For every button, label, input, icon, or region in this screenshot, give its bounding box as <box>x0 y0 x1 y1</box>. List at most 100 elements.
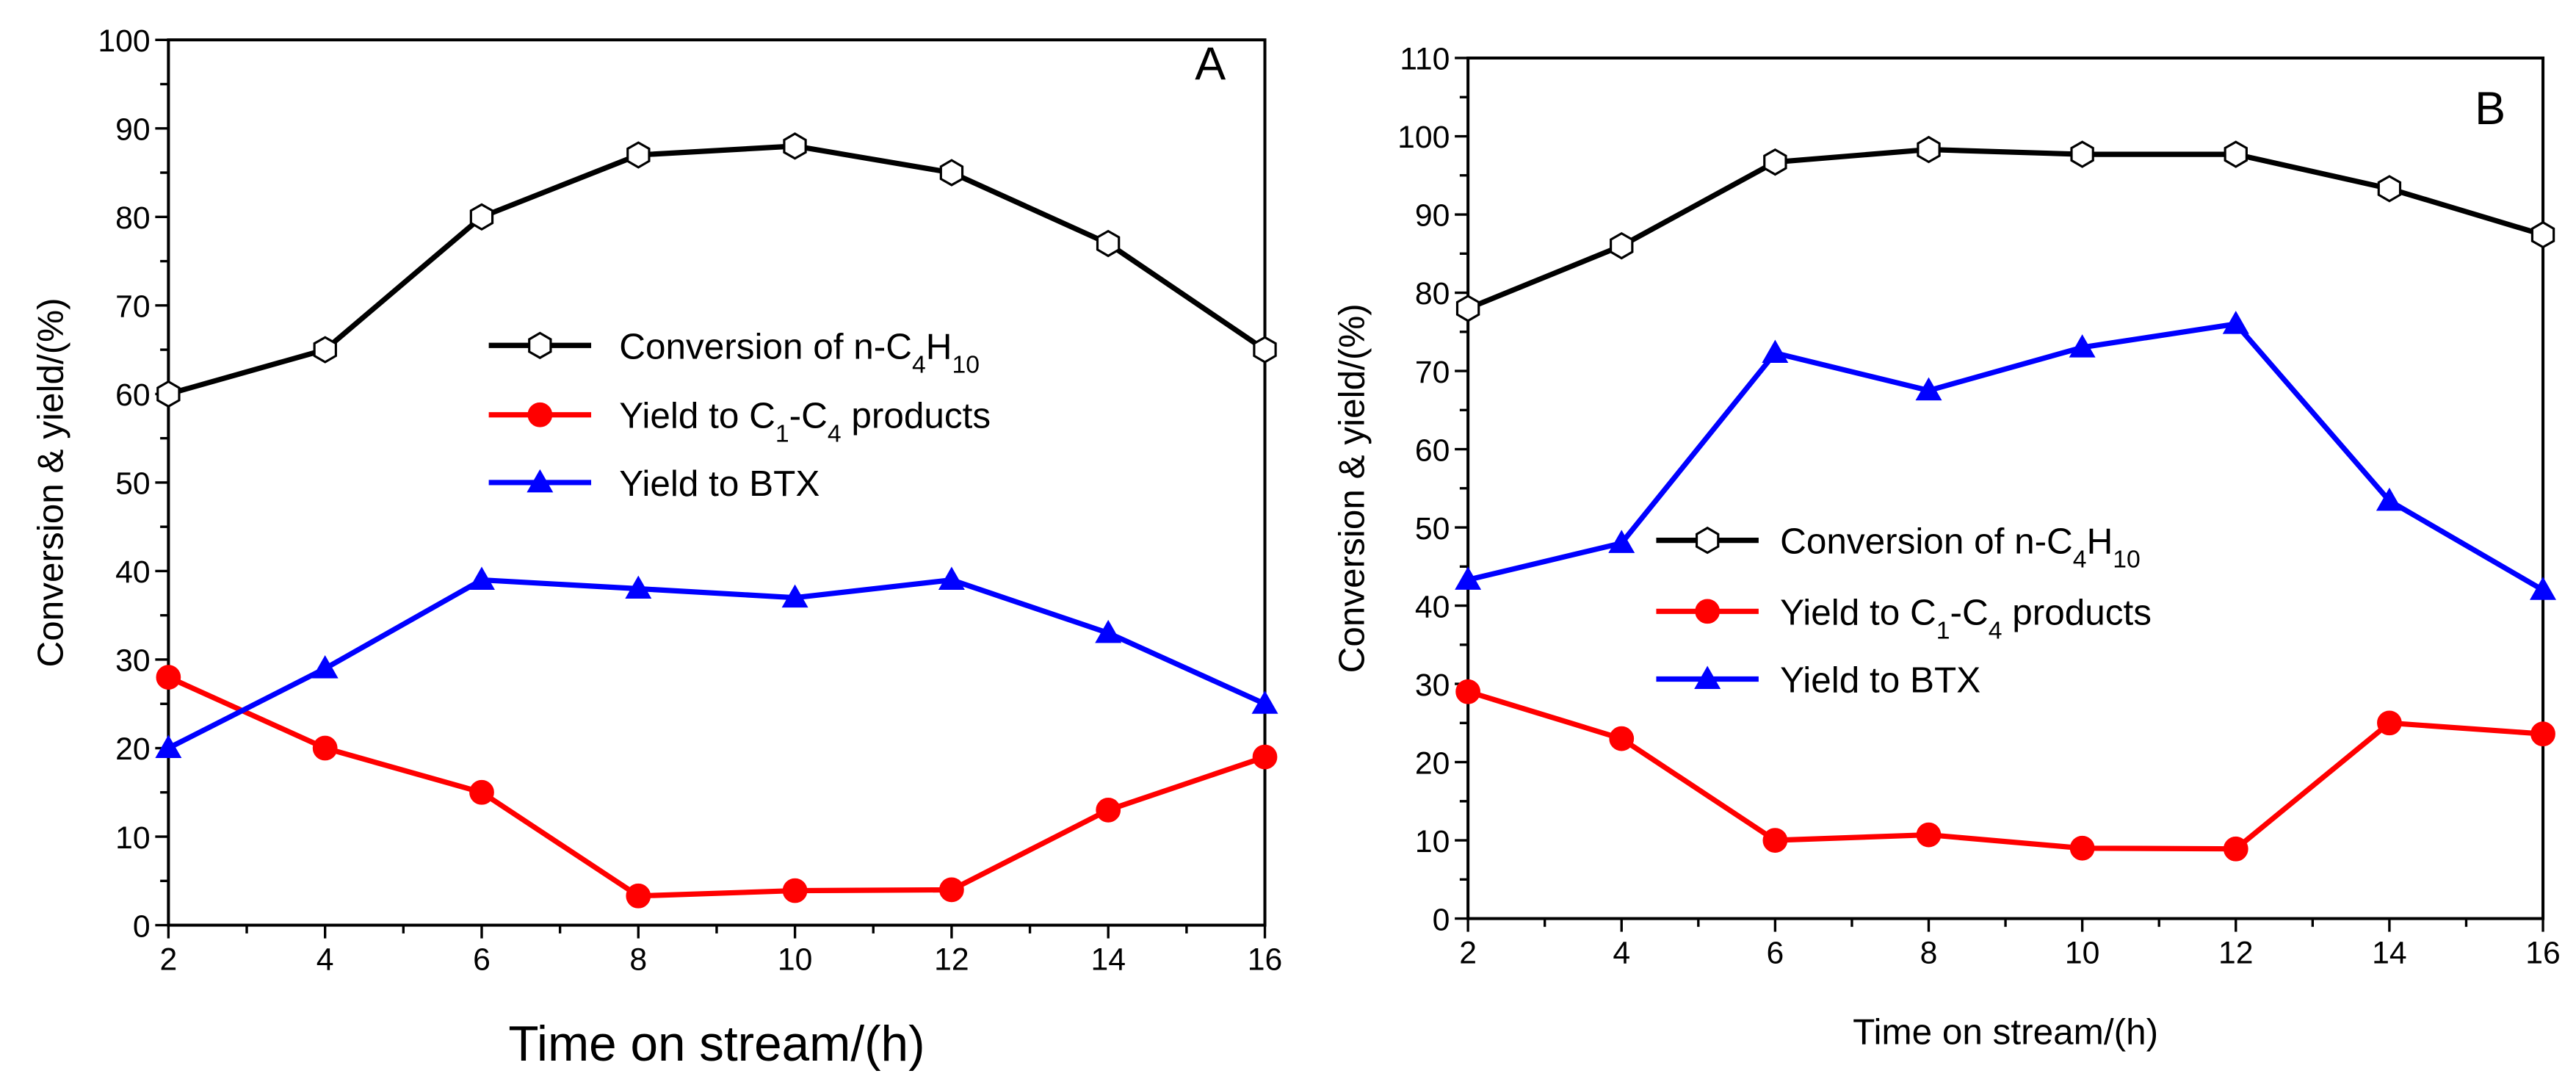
data-point <box>2069 835 2095 861</box>
y-tick-label: 30 <box>115 643 151 679</box>
y-tick-label: 60 <box>115 378 151 413</box>
data-point <box>155 735 182 759</box>
data-point <box>938 566 965 590</box>
x-tick-label: 10 <box>2065 935 2100 970</box>
x-axis-label: Time on stream/(h) <box>508 1017 925 1072</box>
y-tick-label: 80 <box>1415 276 1450 311</box>
x-tick-label: 4 <box>316 942 334 977</box>
data-point <box>1917 135 1941 164</box>
x-tick-label: 8 <box>1920 935 1938 970</box>
x-tick-label: 12 <box>2218 935 2254 970</box>
data-point <box>939 159 964 187</box>
y-tick-label: 30 <box>1415 668 1450 703</box>
data-point <box>939 877 964 903</box>
data-point <box>1763 148 1787 176</box>
x-tick-label: 8 <box>629 942 647 977</box>
y-tick-label: 40 <box>1415 589 1450 624</box>
series-2 <box>1455 311 2557 600</box>
data-point <box>2223 836 2248 862</box>
x-axis-label: Time on stream/(h) <box>1853 1011 2158 1052</box>
series-line <box>167 577 1267 751</box>
data-point <box>469 779 494 805</box>
data-point <box>2222 311 2249 334</box>
series-0 <box>1455 135 2555 322</box>
data-point <box>782 878 808 903</box>
x-tick-label: 2 <box>159 942 177 977</box>
data-point <box>313 336 337 364</box>
legend-label: Yield to BTX <box>619 463 820 504</box>
legend-marker <box>528 331 552 359</box>
y-tick-label: 20 <box>1415 746 1450 781</box>
legend-marker <box>527 402 553 427</box>
data-point <box>156 380 181 408</box>
data-point <box>781 584 808 608</box>
series-line <box>1466 146 2544 311</box>
x-tick-label: 4 <box>1613 935 1630 970</box>
series-0 <box>156 132 1277 408</box>
y-axis-label: Conversion & yield/(%) <box>1331 303 1372 673</box>
data-point <box>2224 140 2248 168</box>
series-1 <box>1455 679 2555 862</box>
y-tick-label: 50 <box>115 466 151 502</box>
data-point <box>2070 140 2094 168</box>
panel-label: A <box>1195 38 1226 90</box>
y-tick-label: 60 <box>1415 433 1450 468</box>
data-point <box>1455 679 1480 704</box>
panel-label: B <box>2475 83 2506 134</box>
legend-label: Yield to C1-C4 products <box>619 396 991 448</box>
y-tick-label: 50 <box>1415 511 1450 546</box>
data-point <box>1455 295 1480 322</box>
y-tick-label: 100 <box>98 24 150 59</box>
chart-panel-b: 2 4 6 8 10 12 14 16 0 10 20 30 40 50 60 70 80 90 100 110 Tim… <box>1331 42 2560 1053</box>
x-tick-label: 2 <box>1459 935 1477 970</box>
data-point <box>1609 726 1635 751</box>
x-tick-label: 12 <box>934 942 969 977</box>
series-line <box>1467 321 2544 593</box>
x-tick-label: 14 <box>1090 942 1126 977</box>
data-point <box>625 575 652 599</box>
data-point <box>1251 690 1278 714</box>
data-point <box>1610 232 1634 260</box>
legend-marker <box>1694 665 1721 690</box>
x-tick-label: 10 <box>778 942 813 977</box>
y-tick-label: 20 <box>115 732 151 767</box>
data-point <box>1608 530 1635 553</box>
data-point <box>1455 566 1482 590</box>
data-point <box>1253 336 1277 364</box>
y-tick-label: 0 <box>1433 902 1450 937</box>
y-tick-label: 40 <box>115 555 151 590</box>
y-tick-label: 0 <box>133 909 151 944</box>
x-tick-label: 6 <box>1766 935 1784 970</box>
legend-label: Yield to BTX <box>1780 660 1980 701</box>
legend-marker <box>1695 599 1721 624</box>
data-point <box>2530 220 2555 249</box>
series-line <box>1467 689 2544 852</box>
data-point <box>783 132 807 160</box>
x-tick-label: 6 <box>473 942 491 977</box>
data-point <box>1916 822 1942 848</box>
data-point <box>2530 721 2555 747</box>
data-point <box>626 141 651 169</box>
data-point <box>2069 334 2096 358</box>
y-tick-label: 90 <box>115 112 151 148</box>
data-point <box>1095 619 1122 643</box>
x-tick-label: 16 <box>2525 935 2561 970</box>
y-tick-label: 100 <box>1397 120 1450 155</box>
series-1 <box>156 665 1278 909</box>
data-point <box>1252 744 1278 770</box>
y-tick-label: 10 <box>1415 824 1450 859</box>
data-point <box>469 203 494 231</box>
data-point <box>1096 798 1121 823</box>
data-point <box>311 655 339 679</box>
x-tick-label: 14 <box>2372 935 2407 970</box>
data-point <box>1915 377 1942 401</box>
x-tick-label: 16 <box>1248 942 1283 977</box>
y-tick-label: 110 <box>1400 42 1450 77</box>
series-line <box>167 674 1266 899</box>
y-tick-label: 80 <box>115 201 151 236</box>
data-point <box>626 883 651 909</box>
legend-label: Conversion of n-C4H10 <box>1780 522 2141 574</box>
data-point <box>1762 828 1788 853</box>
data-point <box>156 665 181 690</box>
